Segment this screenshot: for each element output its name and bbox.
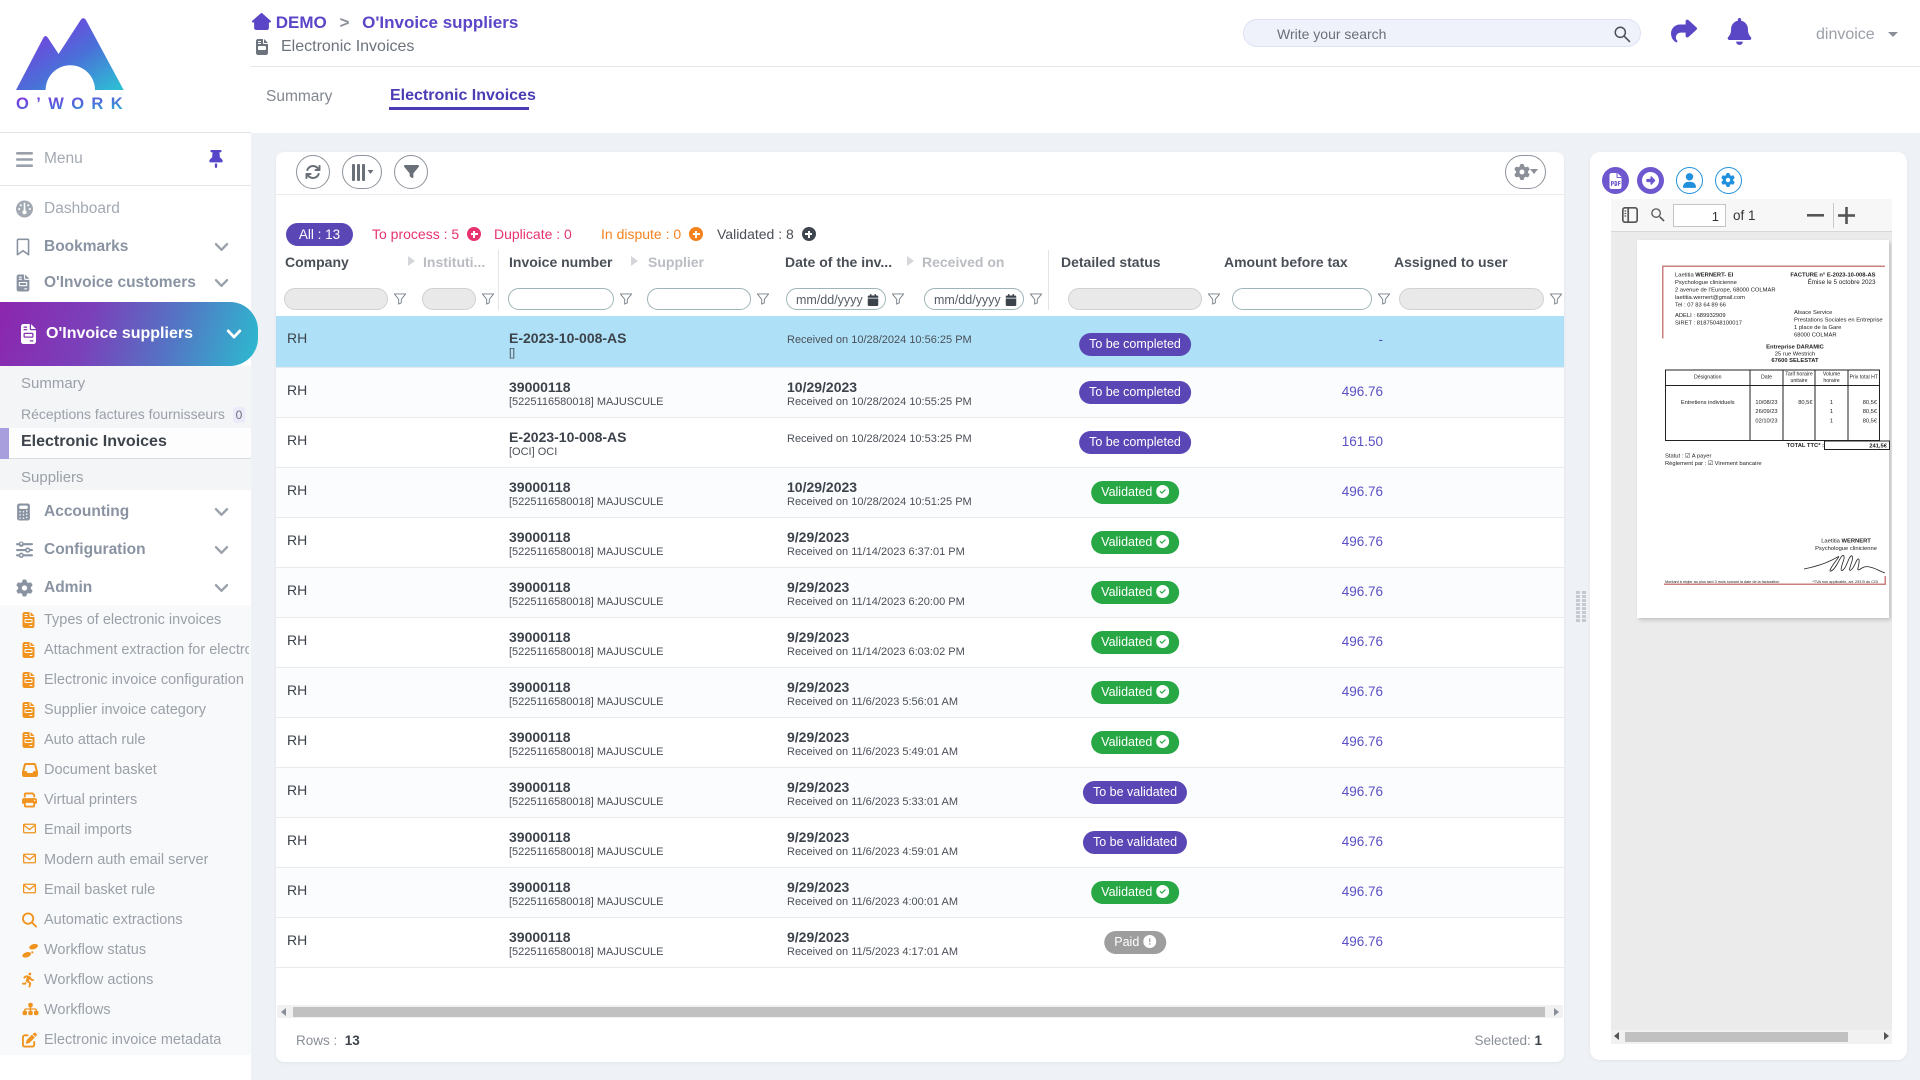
svg-text:O’WORK: O’WORK: [16, 95, 124, 112]
